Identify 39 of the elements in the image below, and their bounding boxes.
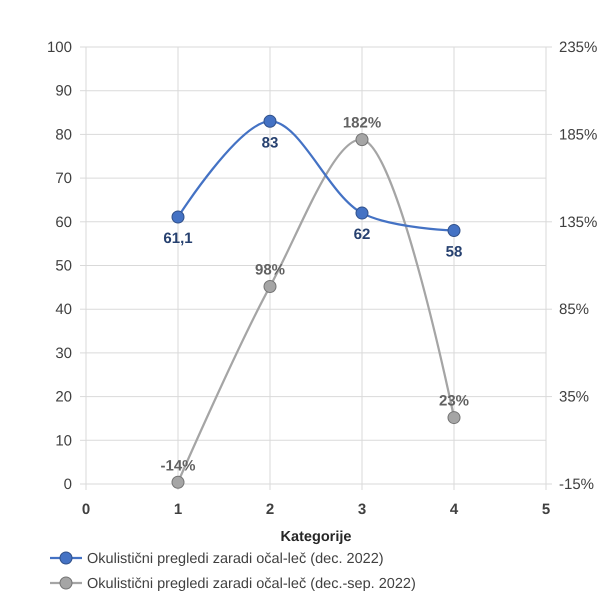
y2-tick-label: 185% xyxy=(559,126,598,144)
point xyxy=(448,224,460,238)
point xyxy=(264,280,276,293)
y-tick-label: 100 xyxy=(46,39,72,56)
x-tick-label: 2 xyxy=(266,501,274,518)
y-tick-label: 90 xyxy=(55,82,72,100)
y-tick-label: 30 xyxy=(55,344,72,362)
point xyxy=(172,210,184,224)
y-tick-label: 70 xyxy=(55,170,72,188)
x-tick-label: 5 xyxy=(542,501,550,518)
legend-label: Okulistični pregledi zaradi očal-leč (dec. 2022) xyxy=(87,551,384,567)
legend-label: Okulistični pregledi zaradi očal-leč (dec.-sep. 2022) xyxy=(87,576,416,592)
data-label: 62 xyxy=(354,226,370,244)
y2-tick-label: 135% xyxy=(559,214,598,231)
data-label: 58 xyxy=(446,244,462,261)
y2-tick-label: 85% xyxy=(559,301,590,318)
x-tick-label: 1 xyxy=(174,501,182,518)
y2-tick-label: 235% xyxy=(559,39,598,56)
y2-tick-label: -15% xyxy=(559,476,594,493)
data-label: 83 xyxy=(262,134,278,152)
y-tick-label: 40 xyxy=(55,301,72,318)
y-tick-label: 0 xyxy=(64,476,72,493)
point xyxy=(356,133,368,146)
y-tick-label: 20 xyxy=(55,388,72,406)
y-tick-label: 80 xyxy=(55,126,72,144)
x-tick-label: 3 xyxy=(358,501,366,518)
point xyxy=(448,411,460,424)
point xyxy=(172,476,184,489)
x-axis-title: Kategorije xyxy=(280,529,352,545)
point xyxy=(356,206,368,220)
point xyxy=(264,114,276,128)
x-tick-label: 0 xyxy=(82,501,90,518)
data-label: 182% xyxy=(342,114,382,132)
y-tick-label: 10 xyxy=(55,432,72,450)
y2-tick-label: 35% xyxy=(559,388,590,406)
y-tick-label: 50 xyxy=(55,258,72,274)
x-tick-label: 4 xyxy=(450,501,459,518)
data-label: 61,1 xyxy=(163,230,193,247)
y-tick-label: 60 xyxy=(55,214,72,231)
